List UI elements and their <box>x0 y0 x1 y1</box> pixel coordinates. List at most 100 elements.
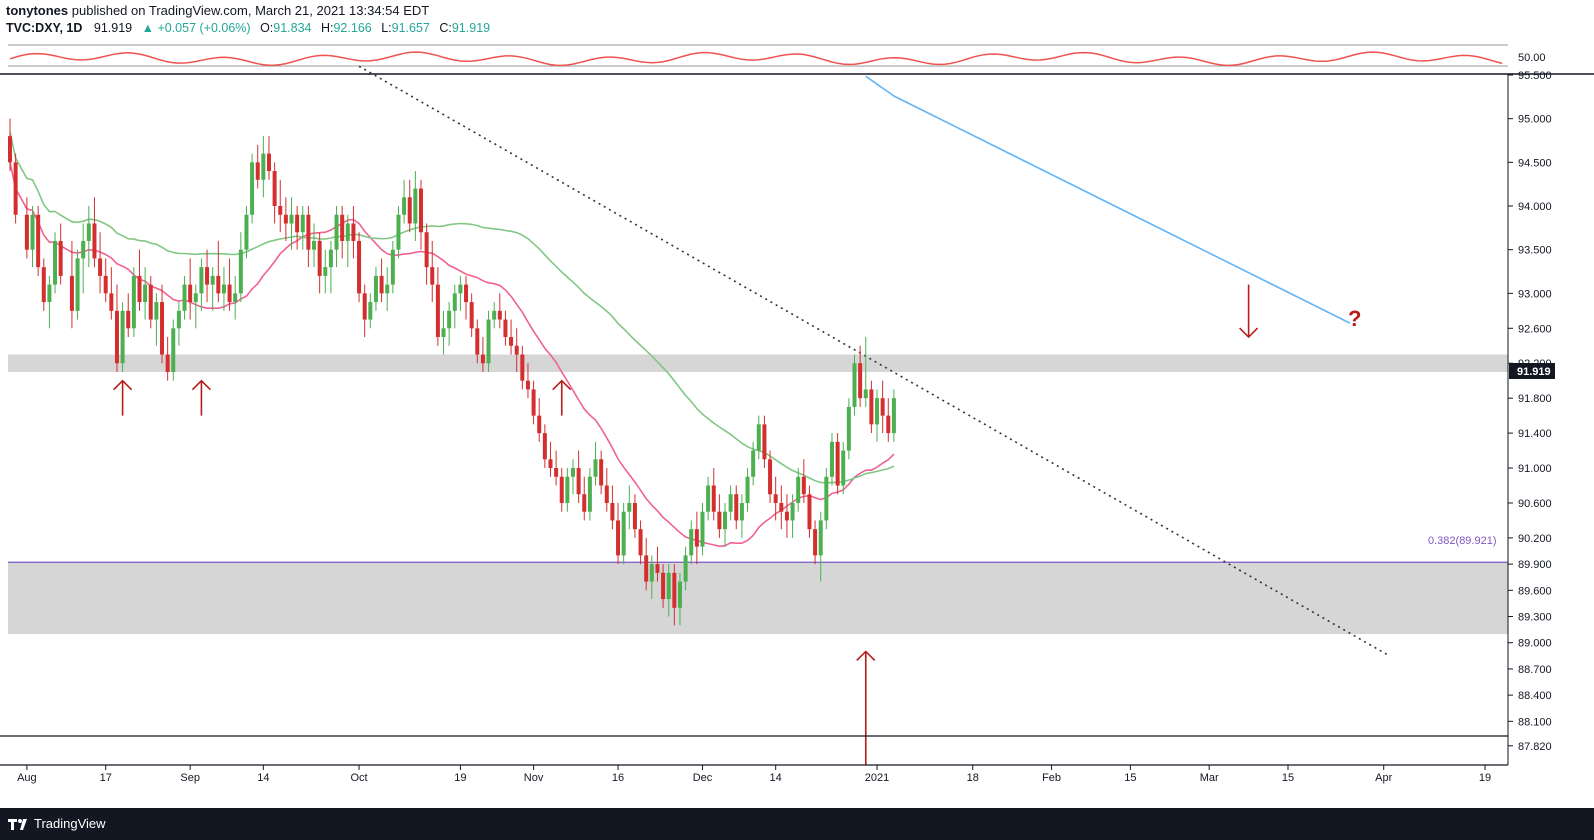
footer-brand[interactable]: TradingView <box>34 816 106 831</box>
author-name[interactable]: tonytones <box>6 3 69 18</box>
time-tick-label: Aug <box>17 772 37 784</box>
last-price: 91.919 <box>93 21 133 35</box>
candle <box>745 476 750 503</box>
price-tick-label: 91.000 <box>1518 463 1552 475</box>
candle <box>632 502 637 530</box>
candle <box>13 162 18 215</box>
candle <box>711 485 716 512</box>
candle <box>250 162 255 215</box>
time-tick-label: 15 <box>1124 772 1136 784</box>
candle <box>638 529 643 556</box>
candle <box>723 511 728 530</box>
symbol-label[interactable]: TVC:DXY, 1D <box>6 21 83 35</box>
time-axis[interactable]: Aug 17 Sep 14 Oct 19 Nov 16 Dec 14 2021 18 Feb 15 Mar 1… <box>17 765 1491 784</box>
candle <box>559 476 564 503</box>
candle <box>587 476 592 512</box>
candle <box>469 302 474 329</box>
time-tick-label: 17 <box>100 772 112 784</box>
candle <box>509 337 514 346</box>
candle <box>773 494 778 503</box>
price-tick-label: 88.400 <box>1518 690 1552 702</box>
question-mark: ? <box>1348 306 1361 331</box>
candle <box>81 240 86 259</box>
annotation-arrowhead <box>856 650 876 662</box>
time-tick-label: 15 <box>1282 772 1294 784</box>
candle <box>47 284 52 303</box>
candle <box>92 223 97 259</box>
candle <box>649 564 654 582</box>
candle <box>492 310 497 320</box>
candle <box>160 302 165 355</box>
candle <box>58 240 63 276</box>
candle <box>655 564 660 573</box>
rsi-line <box>9 51 1503 67</box>
candle <box>272 171 277 207</box>
low-value: 91.657 <box>391 21 430 35</box>
candle <box>891 398 896 434</box>
candle <box>53 240 58 285</box>
candle <box>424 232 429 268</box>
candle <box>593 459 598 477</box>
candle <box>694 529 699 547</box>
candle <box>114 310 119 364</box>
candle <box>554 468 559 477</box>
current-price-box <box>1509 363 1555 379</box>
candle <box>402 197 407 215</box>
candle <box>616 520 621 556</box>
candle <box>582 494 587 512</box>
fib-level-label: 0.382(89.921) <box>1428 535 1497 547</box>
candle <box>576 468 581 495</box>
candle <box>762 424 767 460</box>
price-tick-label: 89.900 <box>1518 559 1552 571</box>
candle <box>261 153 266 180</box>
candle <box>683 555 688 582</box>
symbol-line: TVC:DXY, 1D 91.919 ▲ +0.057 (+0.06%) O:9… <box>6 21 490 35</box>
candle <box>458 284 463 294</box>
candle <box>846 406 851 451</box>
price-axis[interactable]: 95.500 95.000 94.500 94.000 93.500 93.000 92.6… <box>1508 70 1552 753</box>
candle <box>340 214 345 241</box>
candle <box>345 223 350 241</box>
candle <box>875 398 880 425</box>
candle <box>8 136 12 163</box>
time-tick-label: 16 <box>612 772 624 784</box>
candle <box>137 275 142 303</box>
candle <box>41 267 46 303</box>
tradingview-logo-icon <box>8 819 27 830</box>
candle <box>407 197 412 224</box>
candle <box>447 310 452 329</box>
candle <box>435 284 440 338</box>
price-tick-label: 92.600 <box>1518 323 1552 335</box>
candle <box>233 293 238 303</box>
price-chart[interactable]: 50.00 95.500 95.000 94.500 94.000 93.500 93.0… <box>0 0 1594 808</box>
price-tick-label: 95.500 <box>1518 70 1552 82</box>
candle <box>295 214 300 233</box>
publish-info: published on TradingView.com, March 21, … <box>71 3 430 18</box>
price-tick-label: 93.000 <box>1518 288 1552 300</box>
candle <box>751 450 756 477</box>
candle <box>852 363 857 407</box>
candle <box>621 511 626 556</box>
candle <box>452 293 457 311</box>
open-label: O: <box>260 21 274 35</box>
candle <box>829 441 834 477</box>
candle <box>824 476 829 521</box>
candle <box>131 275 136 329</box>
candle <box>154 302 159 320</box>
candle <box>813 529 818 556</box>
candle <box>801 476 806 495</box>
candle <box>486 319 491 364</box>
candle <box>328 249 333 268</box>
price-tick-label: 94.500 <box>1518 157 1552 169</box>
candle <box>666 572 671 600</box>
time-tick-label: Oct <box>350 772 367 784</box>
candle <box>863 389 868 399</box>
footer-bar: TradingView <box>0 808 1594 840</box>
rsi-pane: 50.00 <box>0 44 1594 75</box>
candle <box>120 310 125 364</box>
candle <box>396 214 401 250</box>
price-tick-label: 87.820 <box>1518 741 1552 753</box>
candle <box>148 284 153 320</box>
candle <box>869 389 874 425</box>
